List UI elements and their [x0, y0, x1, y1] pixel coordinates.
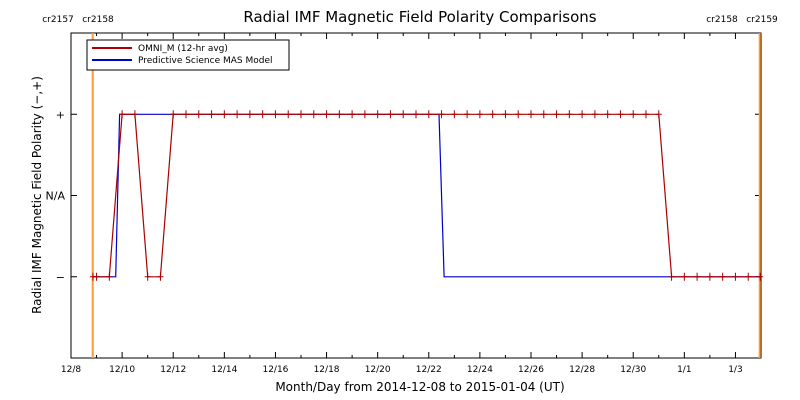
- x-tick-label: 12/22: [416, 365, 442, 375]
- carrington-label: cr2159: [746, 15, 778, 25]
- carrington-markers: cr2157 cr2158 cr2158 cr2159: [42, 15, 778, 358]
- data-point-marker: [719, 272, 726, 281]
- x-tick-label: 12/28: [569, 365, 595, 375]
- data-point-marker: [349, 110, 356, 119]
- legend-label: Predictive Science MAS Model: [138, 56, 273, 66]
- carrington-label: cr2158: [82, 15, 114, 25]
- data-point-marker: [246, 110, 253, 119]
- data-point-marker: [745, 272, 752, 281]
- data-point-marker: [757, 272, 764, 281]
- data-point-marker: [93, 272, 100, 281]
- y-tick-label: −: [56, 271, 65, 284]
- data-point-marker: [195, 110, 202, 119]
- data-point-marker: [643, 110, 649, 119]
- x-tick-label: 1/3: [728, 365, 742, 375]
- data-point-marker: [425, 110, 432, 119]
- data-point-marker: [489, 110, 496, 119]
- y-tick-label: +: [56, 108, 65, 121]
- data-point-marker: [119, 110, 126, 119]
- y-axis-label: Radial IMF Magnetic Field Polarity (−,+): [30, 76, 44, 314]
- data-point-marker: [259, 110, 266, 119]
- data-point-marker: [604, 110, 611, 119]
- x-tick-label: 12/8: [61, 365, 81, 375]
- data-point-marker: [323, 110, 330, 119]
- carrington-label: cr2157: [42, 15, 74, 25]
- legend-box: [86, 39, 290, 71]
- data-point-marker: [298, 110, 304, 119]
- x-axis-label: Month/Day from 2014-12-08 to 2015-01-04 …: [275, 380, 564, 394]
- data-point-marker: [144, 272, 151, 281]
- data-point-marker: [681, 272, 688, 281]
- x-tick-label: 12/18: [314, 365, 340, 375]
- data-point-marker: [668, 272, 675, 281]
- chart-title: Radial IMF Magnetic Field Polarity Compa…: [243, 8, 596, 26]
- data-point-marker: [617, 110, 624, 119]
- x-tick-label: 12/30: [620, 365, 646, 375]
- data-point-marker: [387, 110, 394, 119]
- data-point-marker: [706, 272, 713, 281]
- data-point-marker: [106, 272, 113, 281]
- data-point-marker: [553, 110, 560, 119]
- data-point-marker: [285, 110, 292, 119]
- data-point-marker: [540, 110, 547, 119]
- data-point-marker: [566, 110, 573, 119]
- legend: OMNI_M (12-hr avg) Predictive Science MAS…: [86, 39, 290, 71]
- data-point-marker: [272, 110, 279, 119]
- carrington-label: cr2158: [706, 15, 738, 25]
- x-tick-label: 12/16: [262, 365, 288, 375]
- data-point-marker: [208, 110, 215, 119]
- data-point-marker: [183, 110, 189, 119]
- data-point-marker: [336, 110, 343, 119]
- data-point-marker: [361, 110, 368, 119]
- data-point-marker: [579, 110, 586, 119]
- x-tick-label: 12/26: [518, 365, 544, 375]
- data-point-marker: [413, 110, 419, 119]
- x-ticks: 12/8 12/10 12/12 12/14 12/16 12/18 12/20 12/22 1…: [61, 33, 762, 375]
- x-tick-label: 12/10: [109, 365, 135, 375]
- x-tick-label: 1/1: [677, 365, 691, 375]
- x-tick-label: 12/20: [365, 365, 391, 375]
- legend-label: OMNI_M (12-hr avg): [138, 44, 228, 54]
- y-tick-label: N/A: [46, 190, 66, 203]
- data-point-marker: [400, 110, 407, 119]
- x-tick-label: 12/12: [160, 365, 186, 375]
- data-point-marker: [476, 110, 483, 119]
- data-point-marker: [221, 110, 228, 119]
- data-point-marker: [374, 110, 381, 119]
- plot-frame: [70, 32, 762, 359]
- data-point-marker: [591, 110, 598, 119]
- data-point-marker: [234, 110, 241, 119]
- data-point-marker: [528, 110, 534, 119]
- data-point-marker: [310, 110, 317, 119]
- series-layer: [89, 110, 764, 281]
- series-line: [93, 113, 761, 278]
- data-point-marker: [732, 272, 739, 281]
- data-point-marker: [157, 272, 164, 281]
- data-point-marker: [451, 110, 458, 119]
- data-point-marker: [502, 110, 509, 119]
- data-point-marker: [170, 110, 177, 119]
- x-tick-label: 12/14: [211, 365, 237, 375]
- data-point-marker: [655, 110, 662, 119]
- data-point-marker: [131, 110, 138, 119]
- data-point-marker: [515, 110, 522, 119]
- data-point-marker: [630, 110, 637, 119]
- data-point-marker: [464, 110, 471, 119]
- data-point-marker: [438, 110, 445, 119]
- y-ticks: − N/A +: [46, 108, 761, 284]
- data-point-marker: [694, 272, 701, 281]
- x-tick-label: 12/24: [467, 365, 493, 375]
